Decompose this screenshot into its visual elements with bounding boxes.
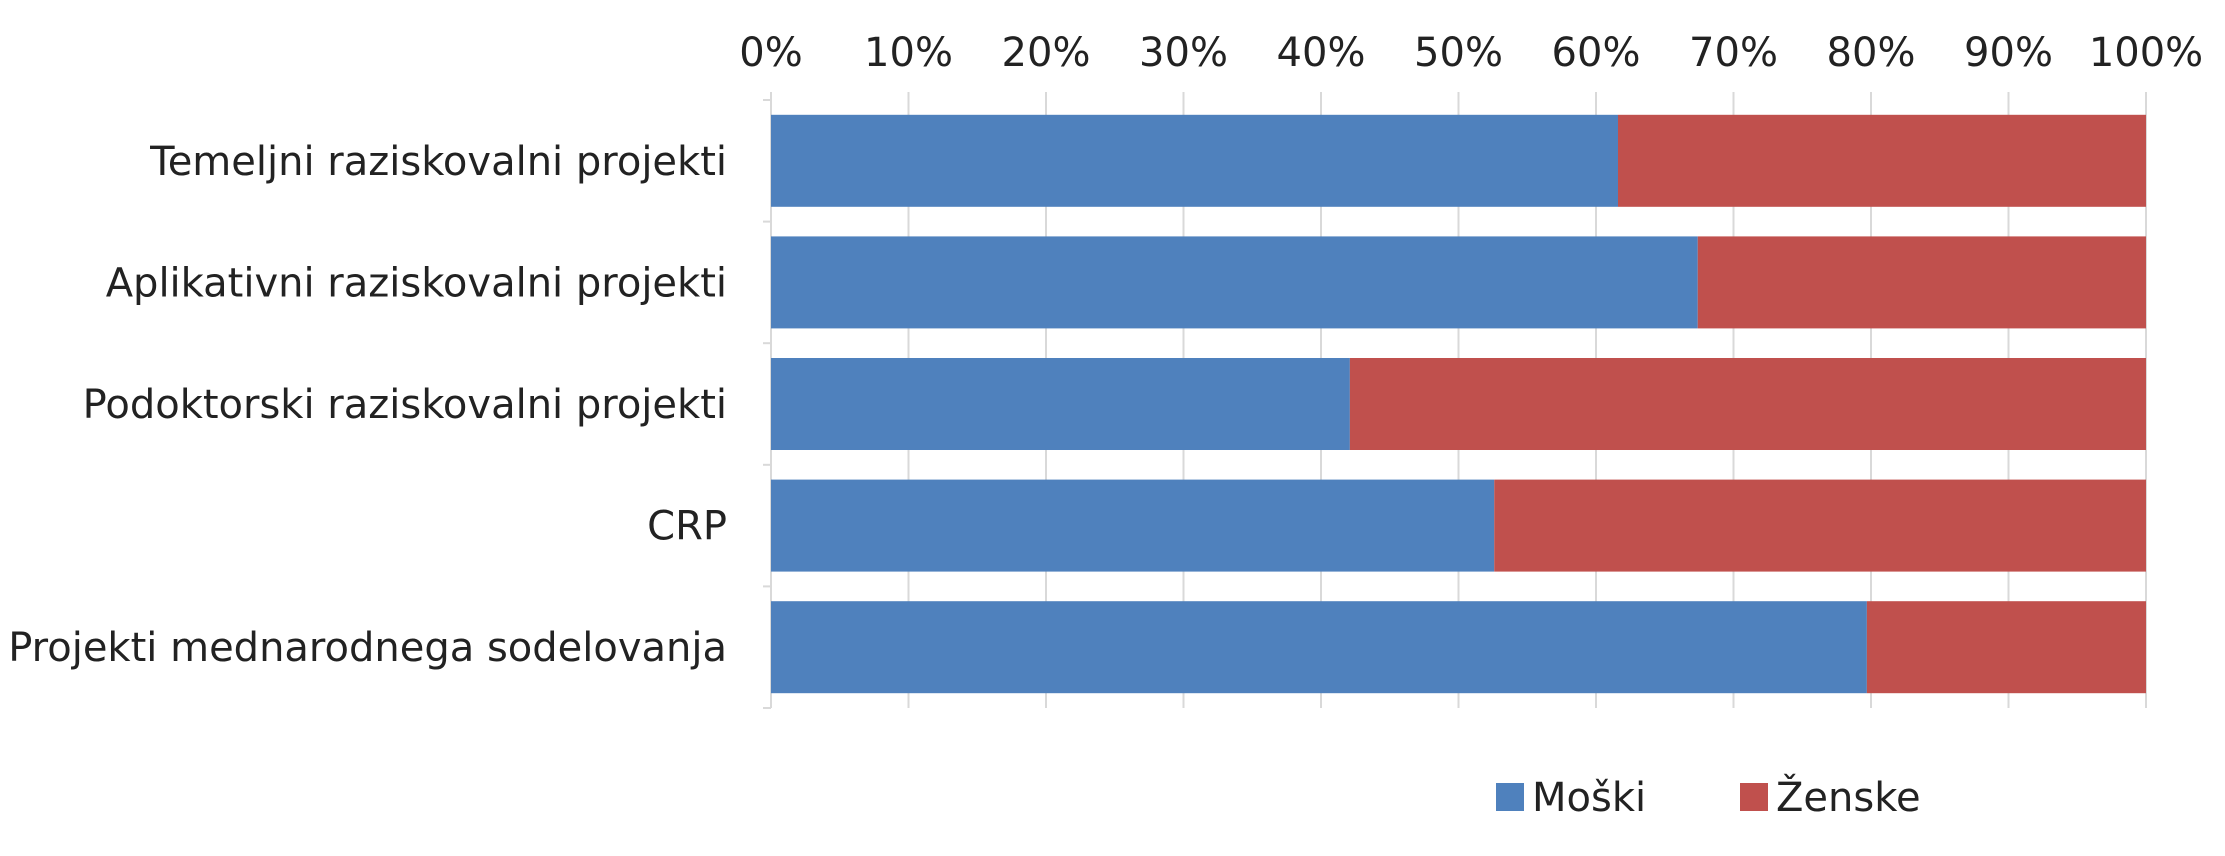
x-tick-label: 0% xyxy=(739,30,802,76)
x-tick-label: 40% xyxy=(1277,30,1366,76)
bar-segment xyxy=(771,236,1698,329)
legend-label: Moški xyxy=(1532,775,1646,821)
bar-segment xyxy=(1697,236,2146,329)
bar-segment xyxy=(771,358,1350,450)
category-label: Temeljni raziskovalni projekti xyxy=(149,139,727,185)
bar-segment xyxy=(1866,601,2146,694)
category-label: Projekti mednarodnega sodelovanja xyxy=(8,625,727,671)
x-tick-label: 60% xyxy=(1552,30,1641,76)
category-label: Podoktorski raziskovalni projekti xyxy=(83,382,727,428)
x-tick-label: 80% xyxy=(1827,30,1916,76)
legend-label: Ženske xyxy=(1776,773,1921,821)
legend-swatch xyxy=(1496,783,1524,811)
x-tick-label: 30% xyxy=(1139,30,1228,76)
legend: Moški Ženske xyxy=(1496,773,1921,821)
x-tick-label: 70% xyxy=(1689,30,1778,76)
bar-segment xyxy=(771,601,1867,694)
x-tick-label: 100% xyxy=(2089,30,2203,76)
category-label: CRP xyxy=(647,504,727,550)
category-labels: Temeljni raziskovalni projekti Aplikativn… xyxy=(8,139,727,671)
bar-segment xyxy=(1349,358,2146,450)
bar-segment xyxy=(771,114,1618,207)
x-tick-label: 10% xyxy=(864,30,953,76)
x-tick-label: 20% xyxy=(1002,30,1091,76)
bar-segment xyxy=(1618,114,2146,207)
x-tick-label: 90% xyxy=(1964,30,2053,76)
x-axis-tick-labels: 0% 10% 20% 30% 40% 50% 60% 70% 80% 90% 100% xyxy=(739,30,2203,76)
category-label: Aplikativni raziskovalni projekti xyxy=(106,260,727,306)
x-tick-label: 50% xyxy=(1414,30,1503,76)
bar-segment xyxy=(771,479,1495,572)
legend-swatch xyxy=(1740,783,1768,811)
bar-segment xyxy=(1494,479,2146,572)
bars xyxy=(771,114,2146,694)
